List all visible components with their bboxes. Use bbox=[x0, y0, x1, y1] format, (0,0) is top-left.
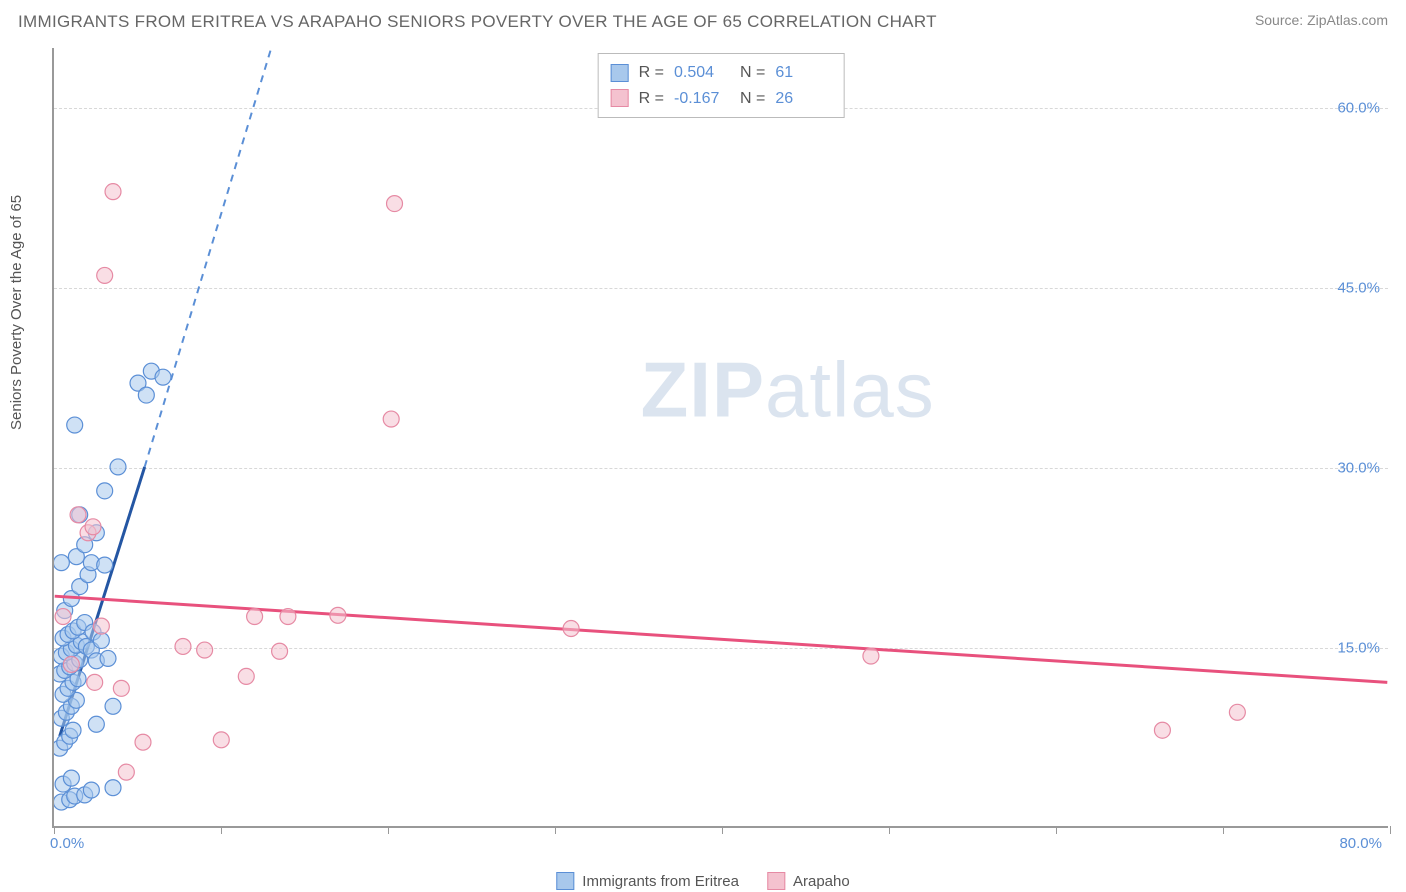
x-tick bbox=[889, 826, 890, 834]
x-tick bbox=[1056, 826, 1057, 834]
correlation-legend: R = 0.504 N = 61 R = -0.167 N = 26 bbox=[598, 53, 845, 118]
x-tick bbox=[722, 826, 723, 834]
x-tick bbox=[1223, 826, 1224, 834]
x-tick bbox=[555, 826, 556, 834]
chart-header: IMMIGRANTS FROM ERITREA VS ARAPAHO SENIO… bbox=[0, 0, 1406, 36]
legend-swatch-0 bbox=[556, 872, 574, 890]
x-tick-label: 80.0% bbox=[1339, 835, 1382, 852]
chart-title: IMMIGRANTS FROM ERITREA VS ARAPAHO SENIO… bbox=[18, 12, 937, 32]
x-tick bbox=[388, 826, 389, 834]
x-tick-label: 0.0% bbox=[50, 835, 84, 852]
swatch-series-1 bbox=[611, 89, 629, 107]
legend-row-series-0: R = 0.504 N = 61 bbox=[611, 60, 832, 86]
legend-item-1: Arapaho bbox=[767, 872, 850, 890]
plot-area: ZIPatlas R = 0.504 N = 61 R = -0.167 N =… bbox=[52, 48, 1388, 828]
series-legend: Immigrants from Eritrea Arapaho bbox=[556, 872, 849, 890]
x-tick bbox=[221, 826, 222, 834]
scatter-svg bbox=[54, 48, 1388, 826]
y-axis-label: Seniors Poverty Over the Age of 65 bbox=[8, 195, 25, 430]
legend-swatch-1 bbox=[767, 872, 785, 890]
x-tick bbox=[1390, 826, 1391, 834]
swatch-series-0 bbox=[611, 64, 629, 82]
x-tick bbox=[54, 826, 55, 834]
legend-item-0: Immigrants from Eritrea bbox=[556, 872, 739, 890]
legend-row-series-1: R = -0.167 N = 26 bbox=[611, 86, 832, 112]
chart-source: Source: ZipAtlas.com bbox=[1255, 12, 1388, 28]
